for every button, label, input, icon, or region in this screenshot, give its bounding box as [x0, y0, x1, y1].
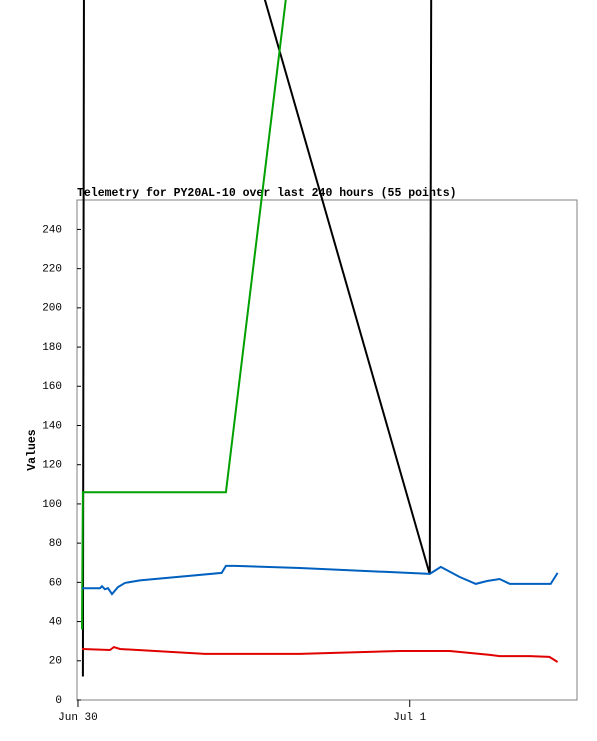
series-line	[81, 0, 433, 677]
y-tick-label: 180	[42, 342, 62, 354]
series-line	[81, 645, 559, 663]
y-tick-label: 220	[42, 264, 62, 276]
y-tick-label: 200	[42, 303, 62, 315]
chart-title: Telemetry for PY20AL-10 over last 240 ho…	[77, 187, 457, 200]
y-tick-label: 60	[49, 577, 62, 589]
x-tick-label: Jun 30	[58, 712, 98, 724]
series-line	[81, 0, 287, 630]
series-line	[82, 564, 559, 596]
y-tick-label: 40	[49, 616, 62, 628]
x-tick-label: Jul 1	[393, 712, 426, 724]
y-tick-label: 80	[49, 538, 62, 550]
plot-frame	[76, 199, 578, 701]
y-tick-label: 140	[42, 420, 62, 432]
y-tick-label: 20	[49, 656, 62, 668]
y-tick-label: 240	[42, 224, 62, 236]
y-axis-label: Values	[26, 429, 39, 471]
y-tick-label: 120	[42, 460, 62, 472]
y-tick-label: 100	[42, 499, 62, 511]
y-tick-label: 0	[55, 695, 62, 707]
y-tick-label: 160	[42, 381, 62, 393]
